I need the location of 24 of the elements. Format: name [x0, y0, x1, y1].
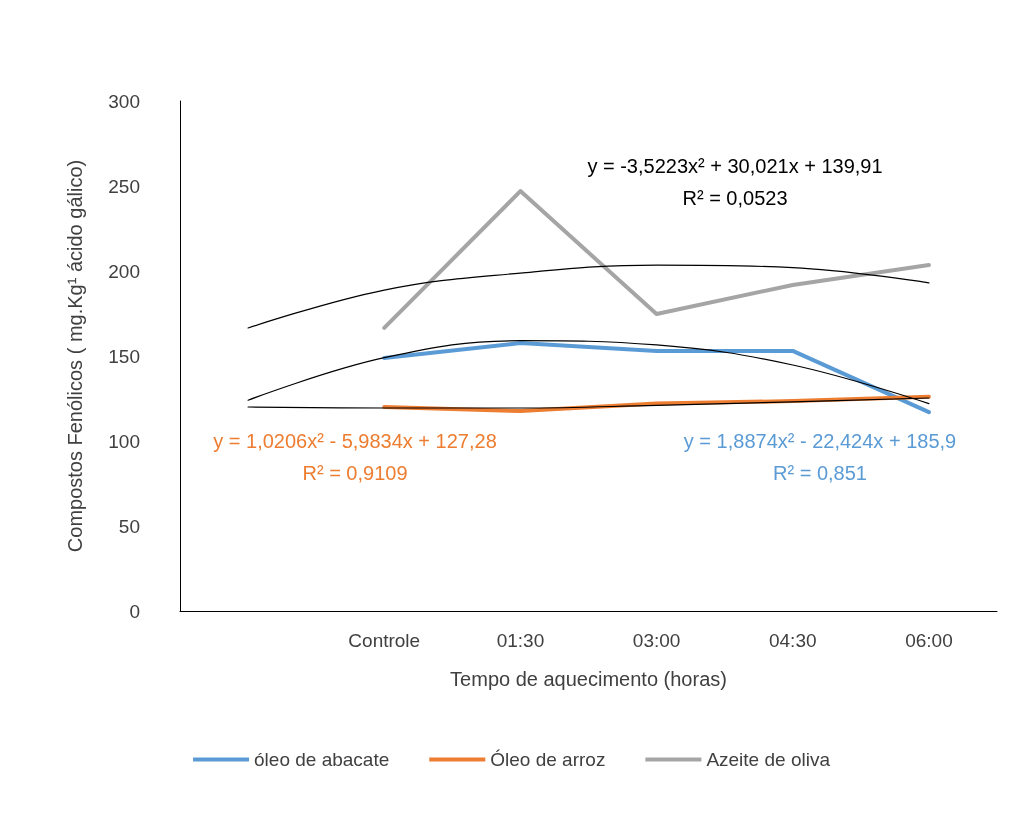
x-tick-label: 01:30: [496, 630, 545, 651]
line-series: [382, 341, 931, 415]
annotation: y = 1,0206x² - 5,9834x + 127,28 R² = 0,9109: [213, 430, 497, 484]
y-axis-title: Compostos Fenólicos ( mg.Kg¹ ácido gálico): [64, 159, 86, 553]
y-tick-label: 300: [108, 90, 140, 112]
y-tick-label: 0: [129, 600, 140, 622]
line-series: [247, 264, 930, 329]
legend-label: Azeite de oliva: [706, 749, 831, 770]
annotation: y = 1,8874x² - 22,424x + 185,9 R² = 0,851: [683, 430, 957, 484]
y-tick-label: 100: [108, 430, 140, 452]
y-tick-label: 200: [108, 260, 140, 282]
line-series: [247, 340, 930, 405]
x-tick-label: 04:30: [768, 630, 817, 651]
x-tick-label: 06:00: [905, 630, 953, 651]
y-tick-label: 50: [118, 515, 140, 537]
x-tick-label: 03:00: [632, 630, 681, 651]
x-tick-label: Controle: [348, 630, 421, 651]
y-tick-label: 250: [108, 175, 140, 197]
line-series: [382, 189, 931, 330]
legend-label: Óleo de arroz: [490, 749, 606, 770]
annotation: y = -3,5223x² + 30,021x + 139,91 R² = 0,0523: [587, 155, 883, 209]
legend-label: óleo de abacate: [254, 749, 390, 770]
x-axis-title: Tempo de aquecimento (horas): [450, 668, 727, 690]
y-tick-label: 150: [108, 345, 140, 367]
